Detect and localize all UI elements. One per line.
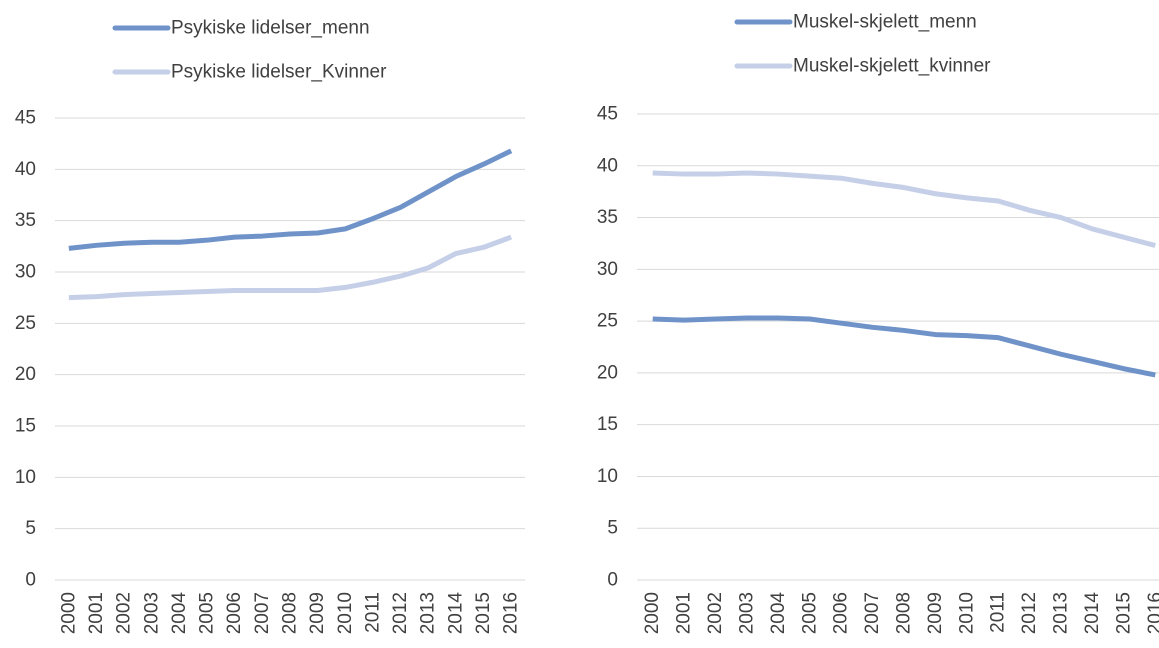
- x-tick-label: 2000: [642, 592, 663, 634]
- x-tick-label: 2008: [280, 592, 301, 634]
- series-line: [652, 170, 1156, 248]
- x-tick-label: 2013: [418, 592, 439, 634]
- y-tick-label: 40: [15, 159, 36, 180]
- x-tick-label: 2007: [862, 592, 883, 634]
- series-line: [68, 148, 513, 251]
- y-tick-label: 25: [597, 311, 618, 332]
- x-tick-label: 2013: [1051, 592, 1072, 634]
- x-tick-label: 2008: [894, 592, 915, 634]
- x-tick-label: 2015: [473, 592, 494, 634]
- x-tick-label: 2010: [956, 592, 977, 634]
- y-tick-label: 25: [15, 313, 36, 334]
- x-tick-label: 2015: [1113, 592, 1134, 634]
- y-tick-label: 5: [25, 518, 36, 539]
- series-line: [68, 234, 513, 301]
- x-tick-label: 2004: [169, 592, 190, 635]
- y-tick-label: 15: [597, 414, 618, 435]
- legend-label: Muskel-skjelett_menn: [793, 12, 977, 33]
- x-tick-label: 2009: [925, 592, 946, 634]
- y-tick-label: 20: [15, 364, 36, 385]
- y-tick-label: 30: [597, 259, 618, 280]
- y-tick-label: 30: [15, 262, 36, 283]
- y-tick-label: 0: [25, 570, 36, 591]
- x-tick-label: 2003: [141, 592, 162, 634]
- series-line: [652, 315, 1156, 378]
- legend-label: Muskel-skjelett_kvinner: [793, 56, 991, 77]
- x-tick-label: 2000: [58, 592, 79, 634]
- x-tick-label: 2014: [445, 592, 466, 635]
- x-tick-label: 2005: [799, 592, 820, 634]
- legend-label: Psykiske lidelser_Kvinner: [171, 62, 387, 83]
- y-tick-label: 20: [597, 362, 618, 383]
- x-tick-label: 2014: [1082, 592, 1103, 635]
- y-tick-label: 15: [15, 416, 36, 437]
- y-tick-label: 40: [597, 155, 618, 176]
- x-tick-label: 2001: [86, 592, 107, 634]
- x-tick-label: 2012: [390, 592, 411, 634]
- x-tick-label: 2011: [362, 592, 383, 633]
- y-tick-label: 5: [607, 518, 618, 539]
- x-tick-label: 2006: [224, 592, 245, 634]
- x-tick-label: 2004: [768, 592, 789, 635]
- x-tick-label: 2016: [1145, 592, 1159, 634]
- x-tick-label: 2007: [252, 592, 273, 634]
- x-tick-label: 2010: [335, 592, 356, 634]
- x-tick-label: 2002: [705, 592, 726, 634]
- x-tick-label: 2016: [501, 592, 522, 634]
- x-tick-label: 2001: [674, 592, 695, 634]
- x-tick-label: 2005: [197, 592, 218, 634]
- legend-label: Psykiske lidelser_menn: [171, 18, 370, 39]
- y-tick-label: 35: [15, 210, 36, 231]
- y-tick-label: 45: [15, 108, 36, 129]
- y-tick-label: 10: [15, 467, 36, 488]
- x-tick-label: 2011: [988, 592, 1009, 633]
- x-tick-label: 2009: [307, 592, 328, 634]
- y-tick-label: 45: [597, 104, 618, 125]
- y-tick-label: 35: [597, 207, 618, 228]
- x-tick-label: 2003: [736, 592, 757, 634]
- y-tick-label: 0: [607, 570, 618, 591]
- x-tick-label: 2006: [831, 592, 852, 634]
- x-tick-label: 2002: [114, 592, 135, 634]
- x-tick-label: 2012: [1019, 592, 1040, 634]
- y-tick-label: 10: [597, 466, 618, 487]
